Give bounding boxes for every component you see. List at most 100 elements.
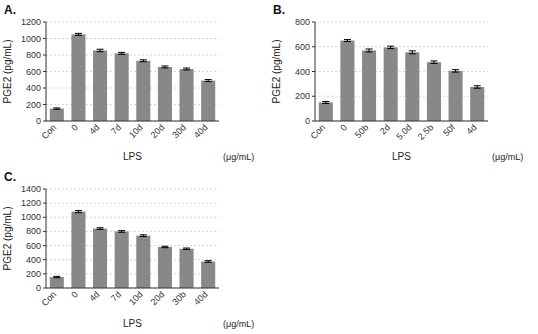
bar: [115, 231, 129, 288]
x-tick-label: Con: [39, 122, 58, 141]
bar: [201, 261, 215, 288]
bar: [449, 71, 463, 121]
x-tick-label: 40d: [192, 122, 210, 140]
error-bar: [53, 276, 60, 277]
x-tick-label: 0: [338, 122, 349, 133]
bar: [405, 52, 419, 121]
bar: [93, 229, 107, 288]
x-tick-label: Con: [308, 122, 327, 141]
grid-line: [46, 22, 219, 23]
plot-area: [50, 33, 215, 121]
x-tick-label: 2.5b: [416, 122, 435, 141]
error-bar: [205, 80, 212, 82]
y-axis: [46, 22, 47, 121]
plot-area: [319, 40, 484, 121]
grid-line: [46, 288, 219, 289]
y-tick-label: 1400: [21, 184, 41, 194]
error-bar: [118, 52, 125, 54]
bar: [362, 50, 376, 121]
x-axis: [46, 121, 219, 122]
plot-area: [50, 211, 215, 288]
error-bar: [118, 231, 125, 233]
error-bar: [452, 70, 459, 72]
y-axis-label: PGE2 (pg/mL): [2, 207, 13, 271]
bar: [158, 247, 172, 288]
panel: 0200400600800100012001400Con04d7d10d20d3…: [2, 170, 254, 329]
bar: [427, 62, 441, 121]
x-tick-label: 20d: [149, 289, 167, 307]
x-tick-label: 2d: [378, 122, 392, 136]
x-axis: [46, 288, 219, 289]
bar: [50, 277, 64, 288]
x-axis-label: LPS: [392, 151, 411, 162]
bar: [340, 41, 354, 121]
bar: [180, 69, 194, 121]
error-bar: [161, 246, 168, 247]
y-tick-label: 800: [295, 17, 310, 27]
bar: [50, 109, 64, 121]
error-bar: [97, 49, 104, 51]
bar: [115, 53, 129, 121]
grid-line: [46, 189, 219, 190]
grid-line: [315, 121, 488, 122]
x-axis-label: LPS: [123, 151, 142, 162]
x-tick-label: 4d: [87, 122, 101, 136]
x-tick-label: 50b: [353, 122, 371, 140]
error-bar: [53, 108, 60, 109]
bar: [93, 50, 107, 121]
x-tick-label: 0: [69, 122, 80, 133]
x-tick-label: 7d: [109, 122, 123, 136]
panel-title: A.: [4, 3, 16, 17]
y-tick-label: 1000: [21, 212, 41, 222]
error-bar: [75, 211, 82, 213]
panel-title: C.: [4, 170, 16, 184]
error-bar: [140, 235, 147, 237]
x-tick-label: 5.0d: [394, 122, 413, 141]
y-tick-label: 800: [26, 226, 41, 236]
error-bar: [474, 86, 481, 88]
grid-line: [315, 22, 488, 23]
error-bar: [430, 61, 437, 63]
x-tick-label: 10d: [127, 289, 145, 307]
error-bar: [140, 60, 147, 62]
y-tick-label: 0: [36, 116, 41, 126]
error-bar: [161, 66, 168, 68]
y-tick-label: 600: [26, 67, 41, 77]
x-tick-label: 40d: [192, 289, 210, 307]
y-tick-label: 200: [295, 91, 310, 101]
error-bar: [366, 49, 373, 52]
y-tick-label: 400: [295, 67, 310, 77]
x-tick-label: 50f: [441, 122, 457, 138]
x-axis-label: LPS: [123, 318, 142, 329]
y-tick-label: 1200: [21, 198, 41, 208]
annotation: (μg/mL): [223, 152, 254, 162]
y-tick-label: 0: [305, 116, 310, 126]
y-tick-label: 200: [26, 269, 41, 279]
y-tick-label: 600: [26, 241, 41, 251]
bar: [71, 34, 85, 121]
x-tick-label: Con: [39, 289, 58, 308]
x-tick-label: 30d: [170, 122, 188, 140]
x-tick-label: 7d: [109, 289, 123, 303]
bar: [136, 61, 150, 121]
x-tick-label: 4d: [464, 122, 478, 136]
panel: 020040060080010001200Con04d7d10d20d30d40…: [2, 3, 254, 162]
bar: [470, 87, 484, 121]
y-tick-label: 200: [26, 100, 41, 110]
y-tick-label: 600: [295, 42, 310, 52]
y-tick-label: 1000: [21, 34, 41, 44]
grid-line: [46, 121, 219, 122]
annotation: (μg/mL): [492, 152, 523, 162]
bar: [384, 47, 398, 121]
bar: [136, 236, 150, 288]
panel: 0200400600800Con050b2d5.0d2.5b50f4dPGE2 …: [271, 3, 523, 162]
y-tick-label: 1200: [21, 17, 41, 27]
x-tick-label: 20d: [149, 122, 167, 140]
bar: [319, 102, 333, 121]
error-bar: [97, 228, 104, 230]
error-bar: [387, 46, 394, 48]
y-axis-label: PGE2 (pg/mL): [2, 40, 13, 104]
y-tick-label: 0: [36, 283, 41, 293]
grid-line: [46, 203, 219, 204]
x-axis: [315, 121, 488, 122]
